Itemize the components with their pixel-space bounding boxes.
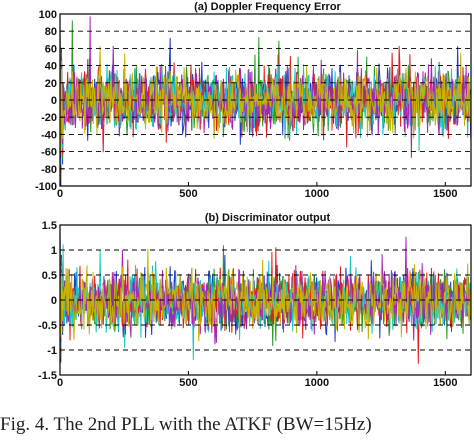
y-tick-label: 100 [39, 9, 57, 21]
figure-caption: Fig. 4. The 2nd PLL with the ATKF (BW=15… [0, 414, 372, 435]
y-tick-label: -40 [41, 129, 57, 141]
series-line-6 [60, 45, 471, 152]
y-tick-label: 0 [51, 95, 57, 107]
y-tick-label: -20 [41, 112, 57, 124]
x-tick-label: 0 [57, 377, 63, 389]
y-tick-label: 1 [51, 245, 57, 257]
y-tick-label: -60 [41, 147, 57, 159]
y-tick-label: 20 [45, 78, 57, 90]
y-tick-label: -100 [35, 181, 57, 193]
y-tick-label: -1.5 [38, 370, 57, 382]
x-tick-label: 1000 [305, 377, 329, 389]
series-line-5 [60, 16, 471, 159]
x-tick-label: 500 [179, 188, 197, 200]
y-tick-label: -80 [41, 164, 57, 176]
y-tick-label: -0.5 [38, 320, 57, 332]
y-tick-label: 40 [45, 61, 57, 73]
x-tick-label: 1500 [433, 377, 457, 389]
y-tick-label: -1 [47, 345, 57, 357]
x-tick-label: 1500 [433, 188, 457, 200]
y-tick-label: 80 [45, 26, 57, 38]
series-line-4 [60, 37, 471, 166]
y-tick-label: 0.5 [42, 270, 57, 282]
x-tick-label: 500 [179, 377, 197, 389]
chart-title: (a) Doppler Frequency Error [194, 1, 341, 13]
y-tick-label: 60 [45, 43, 57, 55]
chart-panel-b: -1.5 -1 -0.5 0 0.5 1 1.5 0 500 1000 1500 (b) Discri… [38, 212, 472, 389]
y-tick-label: 1.5 [42, 220, 57, 232]
y-tick-label: 0 [51, 295, 57, 307]
x-tick-label: 0 [57, 188, 63, 200]
chart-title: (b) Discriminator output [205, 212, 331, 224]
series-line-6 [60, 248, 471, 342]
x-tick-label: 1000 [305, 188, 329, 200]
